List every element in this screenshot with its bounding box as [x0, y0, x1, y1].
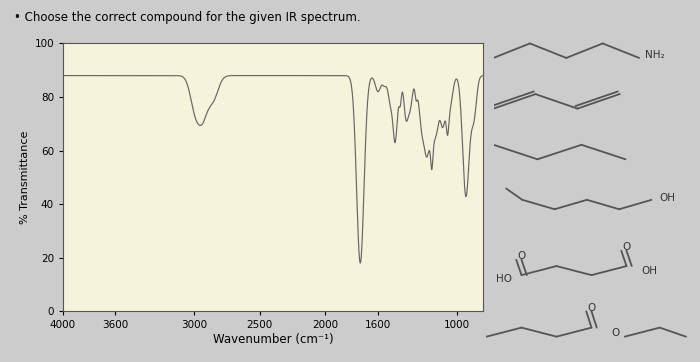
Text: O: O: [622, 242, 631, 252]
Text: NH₂: NH₂: [645, 50, 664, 60]
Y-axis label: % Transmittance: % Transmittance: [20, 131, 30, 224]
Text: O: O: [612, 328, 620, 338]
Text: • Choose the correct compound for the given IR spectrum.: • Choose the correct compound for the gi…: [14, 11, 360, 24]
Text: O: O: [517, 251, 526, 261]
Text: O: O: [587, 303, 596, 313]
Text: HO: HO: [496, 274, 512, 284]
X-axis label: Wavenumber (cm⁻¹): Wavenumber (cm⁻¹): [213, 333, 333, 346]
Text: OH: OH: [641, 266, 657, 275]
Text: OH: OH: [659, 193, 676, 203]
